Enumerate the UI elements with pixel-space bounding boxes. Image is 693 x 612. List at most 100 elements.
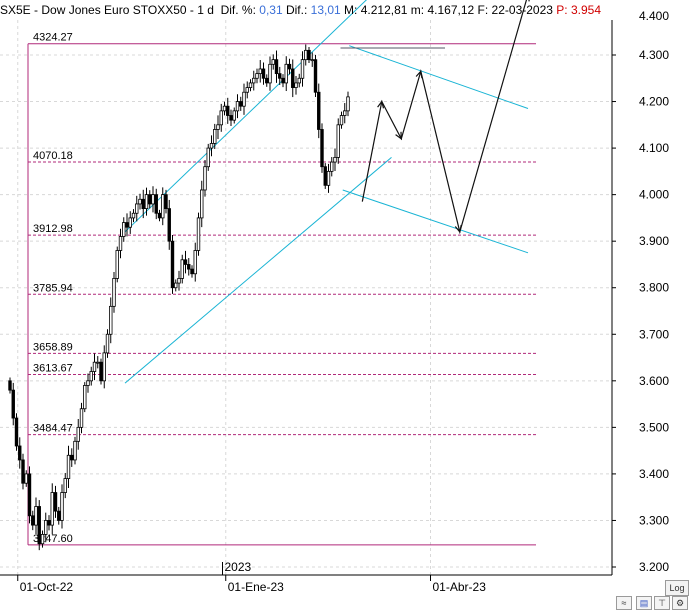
projection-arrowhead [377,100,385,109]
save-icon[interactable]: ▤ [636,596,652,610]
candle-body [47,520,51,526]
max-label: M: [344,3,358,17]
y-tick-label: 4.000 [639,188,669,202]
zoom-icon[interactable]: ≈ [616,596,632,610]
candle-body [304,49,308,61]
projection-arrowhead [415,69,423,79]
candle-body [92,361,97,372]
dif-value: 13,01 [310,3,341,17]
projection-arrowhead [454,224,462,234]
candle-body [333,156,337,163]
y-tick-label: 4.300 [639,48,669,62]
candle-body [167,208,171,242]
candle-body [53,492,58,512]
min-value: 4.167,12 [427,3,475,17]
candle-body [89,371,93,382]
candle-body [287,63,292,70]
period-text: 1 d [197,3,214,17]
candle-body [73,440,77,461]
level-label: 3658.89 [33,341,73,353]
candle-body [128,217,132,228]
candle-body [323,166,327,186]
date-value: 22-03-2023 [491,3,553,17]
candle-body [105,333,110,354]
price-value: 3.954 [570,3,601,17]
candle-body [346,96,350,112]
min-label: m: [410,3,425,17]
candle-body [131,212,136,219]
candle-body [76,426,80,442]
candle-body [24,473,28,484]
candle-body [50,492,54,526]
y-tick-label: 3.800 [639,281,669,295]
candle-body [203,166,207,191]
candle-body [57,510,61,521]
candle-body [343,110,347,116]
candle-body [336,124,340,158]
date-axis: 01-Oct-22 01-Ene-23 01-Abr-23 2023 [0,560,612,594]
y-tick-label: 4.100 [639,141,669,155]
y-tick-label: 4.400 [639,9,669,23]
channel-line [124,157,392,384]
candle-body [154,194,158,214]
candle-body [248,82,253,88]
y-tick-label: 3.300 [639,513,669,527]
level-label: 3912.98 [33,223,73,235]
candle-body [164,194,168,210]
pin-icon[interactable]: ⊤ [654,596,670,610]
candle-body [122,222,126,237]
candle-body [291,68,295,88]
candle-body [96,361,100,364]
candle-body [209,143,214,149]
x-tick-label: 01-Oct-22 [20,580,74,594]
candle-body [112,278,116,307]
y-tick-label: 3.700 [639,327,669,341]
candle-body [161,194,165,219]
level-label: 3613.67 [33,362,73,374]
candle-body [245,87,249,93]
candle-body [271,59,275,65]
log-scale-button[interactable]: Log [665,580,689,596]
y-tick-label: 3.600 [639,374,669,388]
candle-body [320,129,324,168]
candle-body [229,115,233,121]
candle-body [66,454,71,479]
candle-body [135,203,139,214]
candle-body [239,101,243,107]
candle-body [258,68,262,75]
candle-body [278,73,282,79]
settings-icon[interactable]: ⚙ [672,596,688,610]
y-tick-label: 4.200 [639,95,669,109]
candle-body [213,129,217,144]
candle-body [294,82,298,88]
year-label: 2023 [225,560,252,574]
separator: - [30,3,42,17]
candle-body [219,110,223,126]
candle-body [102,352,106,382]
candle-body [138,198,142,205]
candle-body [174,282,178,289]
y-tick-label: 3.400 [639,467,669,481]
candle-body [206,147,210,168]
candle-body [232,110,236,121]
candle-body [274,59,279,75]
level-label: 4070.18 [33,150,73,162]
y-tick-label: 3.900 [639,234,669,248]
candle-body [235,101,240,112]
candle-body [11,389,15,419]
projection-path-line [361,0,528,235]
candle-body [34,506,38,526]
level-label: 3785.94 [33,282,73,294]
candle-body [226,105,230,116]
projection-arrowhead [395,131,402,141]
dif-label: Dif.: [285,3,308,17]
candle-body [183,259,188,265]
candle-body [196,217,201,251]
candle-body [242,91,246,107]
support-resistance-levels: 4324.27 4070.18 3912.98 3785.94 3658.89 3613.… [27,32,536,546]
candle-body [83,385,87,410]
candle-body [177,278,181,284]
candle-body [115,250,119,279]
